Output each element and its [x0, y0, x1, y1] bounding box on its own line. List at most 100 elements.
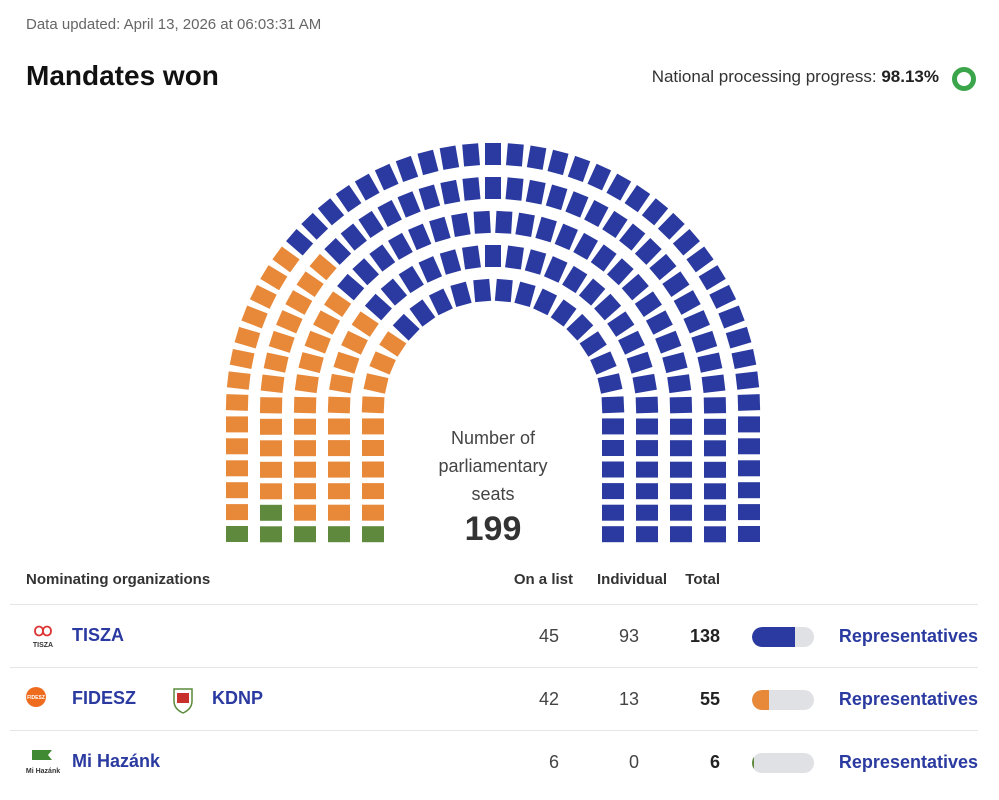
total: 138 [689, 626, 720, 646]
seat [362, 418, 384, 435]
seat [526, 145, 547, 170]
seat [328, 504, 350, 521]
seat [340, 223, 367, 251]
seat [260, 461, 282, 478]
column-header: Total [685, 571, 720, 588]
seat [686, 246, 714, 273]
on-list: 6 [548, 752, 559, 772]
seat [341, 330, 368, 355]
seat [738, 504, 760, 521]
org-name[interactable]: FIDESZ [72, 688, 137, 708]
seat [657, 212, 685, 240]
seat [380, 278, 408, 306]
seat [409, 299, 436, 327]
seat [369, 351, 396, 375]
seat [606, 258, 634, 286]
seat [698, 265, 726, 291]
seat [704, 418, 726, 435]
seat [362, 483, 384, 500]
seat [738, 460, 760, 477]
seat [260, 526, 282, 543]
seat [268, 330, 295, 353]
seat [418, 256, 443, 283]
seat [602, 418, 624, 435]
seat [670, 461, 692, 478]
party-seats [226, 504, 384, 543]
seat [362, 461, 384, 478]
seat [260, 265, 288, 291]
seat [286, 229, 314, 256]
logo-shape [34, 625, 52, 637]
seat [590, 244, 617, 272]
seat [602, 483, 624, 500]
total: 6 [709, 752, 720, 772]
representatives-link[interactable]: Representatives [838, 626, 978, 646]
seat [260, 440, 282, 457]
seat [602, 526, 624, 543]
seat [335, 185, 362, 213]
seat [704, 526, 726, 543]
seat [485, 177, 501, 199]
seat [597, 373, 623, 394]
seat [309, 253, 337, 281]
seat [535, 216, 557, 243]
seat [704, 504, 726, 521]
seat [329, 373, 354, 394]
seat [294, 483, 316, 500]
seat [670, 526, 692, 543]
seat [738, 416, 760, 433]
column-header: Nominating organizations [26, 571, 211, 588]
seat [649, 253, 677, 281]
seat [462, 177, 481, 201]
seat [672, 229, 700, 256]
seat [636, 418, 658, 435]
seat [369, 244, 396, 272]
seat [495, 210, 513, 234]
seat [229, 348, 255, 370]
seat [294, 374, 319, 394]
representatives-link[interactable]: Representatives [838, 752, 978, 772]
seat [392, 313, 420, 341]
seat [505, 177, 524, 201]
org-name[interactable]: Mi Hazánk [72, 751, 161, 771]
seat [276, 310, 303, 334]
seat [328, 461, 350, 478]
seat [408, 223, 432, 251]
seat [324, 237, 352, 265]
seat [704, 461, 726, 478]
share-bar [752, 690, 770, 710]
progress-ring [952, 67, 976, 91]
seat [738, 526, 760, 542]
org-name[interactable]: TISZA [72, 625, 124, 645]
seat [602, 461, 624, 478]
seat [294, 440, 316, 457]
seat [636, 440, 658, 457]
seat [731, 348, 757, 370]
seat [737, 394, 761, 411]
seat [505, 143, 524, 167]
seat [601, 396, 625, 414]
seat [241, 305, 268, 329]
seat [662, 352, 688, 374]
seat [450, 281, 472, 308]
share-track [752, 690, 814, 710]
seat [626, 351, 653, 374]
seat [395, 155, 419, 182]
individual: 0 [628, 752, 639, 772]
seat [429, 216, 451, 243]
representatives-link[interactable]: Representatives [838, 689, 978, 709]
org-name[interactable]: KDNP [212, 688, 264, 708]
seat [636, 461, 658, 478]
seat [417, 149, 439, 176]
seat [352, 258, 380, 286]
updated: Data updated: April 13, 2026 at 06:03:31… [26, 16, 322, 33]
seat [579, 331, 607, 357]
individual: 93 [618, 626, 639, 646]
party-seats [225, 246, 407, 521]
seat [485, 245, 501, 267]
seat [364, 293, 392, 321]
seat [634, 291, 662, 318]
seat [670, 418, 692, 435]
seat [514, 281, 536, 308]
seat [735, 371, 760, 390]
